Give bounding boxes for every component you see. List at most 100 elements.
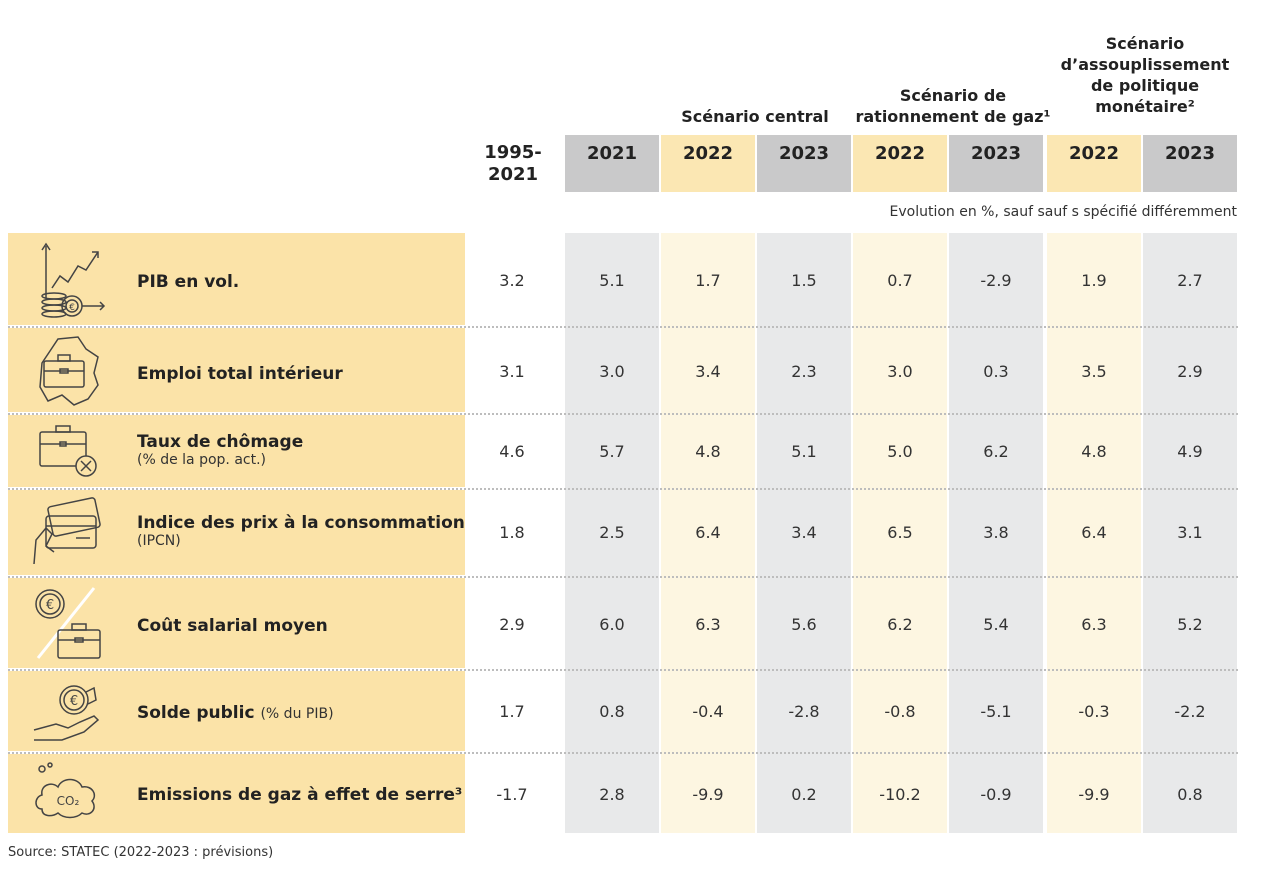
table-cell-value: -1.7 [496,785,528,804]
table-cell-value: 6.0 [599,615,625,634]
table-cell-value: 0.8 [599,702,625,721]
table-cell-value: -2.2 [1174,702,1206,721]
hand-euro-coin-icon: € [33,685,100,741]
row-label-emploi: Emploi total intérieur [137,364,343,384]
scenario-mon-line3: de politique [1090,76,1200,95]
table-cell-value: 5.1 [791,442,817,461]
table-cell-value: 3.8 [983,523,1009,542]
table-cell-value: 1.8 [499,523,525,542]
table-cell-value: 3.4 [695,362,721,381]
table-cell-value: 5.4 [983,615,1009,634]
table-cell-value: 0.7 [887,271,913,290]
row-label-solde-title: Solde public [137,703,255,723]
column-bg-central-2023 [757,233,851,833]
table-cell-value: 6.2 [983,442,1009,461]
svg-text:€: € [46,598,54,613]
table-cell-value: 2.3 [791,362,817,381]
table-cell-value: 6.5 [887,523,913,542]
row-label-solde-public: Solde public (% du PIB) [137,703,334,723]
row-separator [8,488,1238,490]
scenario-mon-line2: d’assouplissement [1060,55,1230,74]
table-cell-value: 2.9 [499,615,525,634]
column-bg-mon-2023 [1143,233,1237,833]
column-header-central-2022: 2022 [661,135,755,192]
table-cell-value: 0.2 [791,785,817,804]
table-cell-value: 1.7 [695,271,721,290]
table-cell-value: 4.6 [499,442,525,461]
row-label-solde-sub: (% du PIB) [260,706,334,722]
table-cell-value: 5.1 [599,271,625,290]
table-cell-value: -2.9 [980,271,1012,290]
column-bg-2021 [565,233,659,833]
scenario-gas-line2: rationnement de gaz¹ [855,107,1051,126]
table-cell-value: 3.1 [499,362,525,381]
briefcase-cross-icon [39,425,97,477]
table-cell-value: 3.2 [499,271,525,290]
scenario-mon-line1: Scénario [1105,34,1185,53]
table-cell-value: 2.7 [1177,271,1203,290]
row-separator [8,413,1238,415]
table-cell-value: 4.8 [695,442,721,461]
table-cell-value: -10.2 [879,785,921,804]
table-cell-value: 6.3 [1081,615,1107,634]
row-label-ipcn-title: Indice des prix à la consommation [137,513,465,533]
table-cell-value: 3.4 [791,523,817,542]
svg-text:€: € [69,303,75,313]
table-cell-value: 1.7 [499,702,525,721]
table-cell-value: -0.9 [980,785,1012,804]
svg-text:€: € [70,694,78,709]
table-cell-value: 3.5 [1081,362,1107,381]
source-note: Source: STATEC (2022-2023 : prévisions) [8,845,274,860]
column-header-mon-2023: 2023 [1143,135,1237,192]
table-cell-value: 5.0 [887,442,913,461]
table-cell-value: 6.3 [695,615,721,634]
table-cell-value: -5.1 [980,702,1012,721]
table-cell-value: -0.8 [884,702,916,721]
row-label-chomage: Taux de chômage (% de la pop. act.) [137,432,303,468]
table-cell-value: 4.8 [1081,442,1107,461]
unit-note: Evolution en %, sauf sauf s spécifié dif… [889,204,1237,220]
column-bg-mon-2022 [1047,233,1141,833]
scenario-gas-header: Scénario de rationnement de gaz¹ [848,85,1058,127]
row-label-panel [8,671,465,751]
table-cell-value: -0.4 [692,702,724,721]
column-header-1995-line2: 2021 [487,164,539,185]
row-separator [8,326,1238,328]
table-cell-value: 6.4 [695,523,721,542]
table-cell-value: 3.1 [1177,523,1203,542]
row-label-chomage-title: Taux de chômage [137,432,304,452]
table-cell-value: 4.9 [1177,442,1203,461]
table-cell-value: 0.3 [983,362,1009,381]
table-cell-value: 5.2 [1177,615,1203,634]
column-header-1995-line1: 1995- [484,142,542,163]
table-cell-value: 1.5 [791,271,817,290]
column-header-1995-2021: 1995- 2021 [470,142,556,186]
row-label-ipcn: Indice des prix à la consommation (IPCN) [137,513,465,549]
euro-briefcase-icon: € [35,587,101,659]
row-label-cout-salarial: Coût salarial moyen [137,616,328,636]
table-cell-value: 2.8 [599,785,625,804]
column-bg-gas-2022 [853,233,947,833]
briefcase-map-icon [39,336,99,406]
table-cell-value: -9.9 [1078,785,1110,804]
scenario-central-header: Scénario central [681,107,829,126]
svg-text:CO₂: CO₂ [57,794,80,808]
growth-chart-coins-icon: € [41,242,106,318]
table-cell-value: 2.5 [599,523,625,542]
table-cell-value: 6.4 [1081,523,1107,542]
scenario-gas-line1: Scénario de [899,86,1007,105]
table-cell-value: 3.0 [599,362,625,381]
row-label-panel [8,754,465,833]
column-header-central-2023: 2023 [757,135,851,192]
table-cell-value: 5.7 [599,442,625,461]
row-label-panel [8,490,465,575]
table-cell-value: 5.6 [791,615,817,634]
table-cell-value: 6.2 [887,615,913,634]
table-cell-value: -2.8 [788,702,820,721]
table-cell-value: 2.9 [1177,362,1203,381]
row-label-chomage-sub: (% de la pop. act.) [137,452,267,468]
column-header-gas-2023: 2023 [949,135,1043,192]
column-header-gas-2022: 2022 [853,135,947,192]
row-separator [8,669,1238,671]
column-header-mon-2022: 2022 [1047,135,1141,192]
